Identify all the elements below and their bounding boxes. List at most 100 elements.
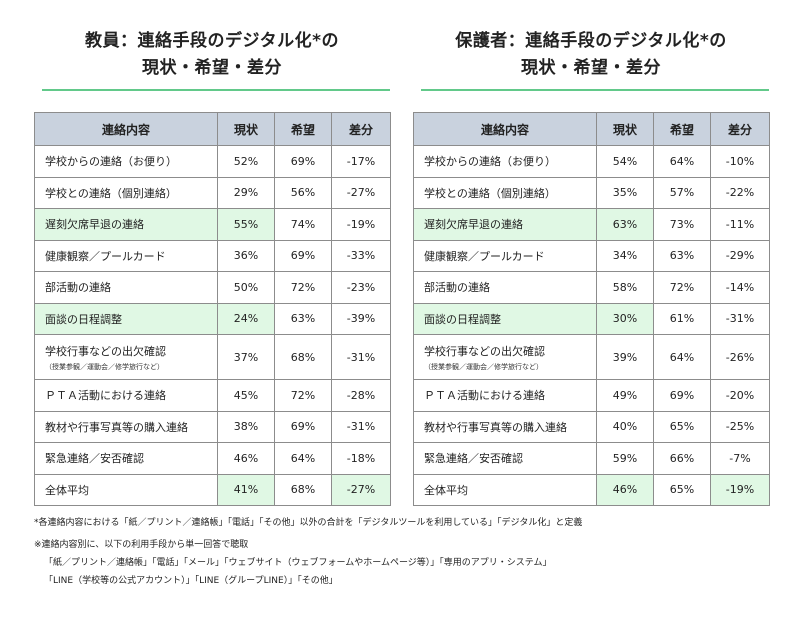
table-row: 緊急連絡／安否確認 59% 66% -7% <box>413 442 770 475</box>
table-row: 学校からの連絡（お便り） 52% 69% -17% <box>34 145 391 178</box>
cell-diff: -19% <box>331 208 391 241</box>
cell-hope: 64% <box>653 145 711 178</box>
cell-diff: -10% <box>710 145 770 178</box>
teacher-title-line2: 現状・希望・差分 <box>142 58 282 78</box>
cell-hope: 69% <box>274 410 332 443</box>
table-row: 遅刻欠席早退の連絡 63% 73% -11% <box>413 208 770 241</box>
table-row: 学校との連絡（個別連絡） 35% 57% -22% <box>413 176 770 209</box>
cell-hope: 68% <box>274 334 332 380</box>
cell-diff: -31% <box>331 410 391 443</box>
cell-hope: 72% <box>274 271 332 304</box>
cell-current: 37% <box>217 334 275 380</box>
cell-diff: -22% <box>710 176 770 209</box>
cell-current: 55% <box>217 208 275 241</box>
cell-current: 34% <box>596 239 654 272</box>
teacher-title: 教員：連絡手段のデジタル化*の 現状・希望・差分 <box>34 28 390 82</box>
column-header-diff: 差分 <box>331 112 391 146</box>
table-row-average: 全体平均 41% 68% -27% <box>34 473 391 506</box>
cell-current: 52% <box>217 145 275 178</box>
row-label: 全体平均 <box>34 473 218 506</box>
row-label: ＰＴＡ活動における連絡 <box>413 379 597 412</box>
teacher-panel: 教員：連絡手段のデジタル化*の 現状・希望・差分 連絡内容 現状 希望 差分 学… <box>34 28 391 506</box>
table-row: 学校からの連絡（お便り） 54% 64% -10% <box>413 145 770 178</box>
row-sublabel: （授業参観／運動会／修学旅行など） <box>424 362 543 371</box>
table-header-row: 連絡内容 現状 希望 差分 <box>34 112 391 146</box>
cell-hope: 66% <box>653 442 711 475</box>
row-label: 学校からの連絡（お便り） <box>34 145 218 178</box>
table-row: 部活動の連絡 58% 72% -14% <box>413 271 770 304</box>
table-row: 面談の日程調整 24% 63% -39% <box>34 302 391 335</box>
row-label-cell: 学校行事などの出欠確認 （授業参観／運動会／修学旅行など） <box>34 334 218 380</box>
parent-title-line2: 現状・希望・差分 <box>521 58 661 78</box>
cell-current: 59% <box>596 442 654 475</box>
cell-hope: 69% <box>653 379 711 412</box>
cell-hope: 57% <box>653 176 711 209</box>
table-row: 遅刻欠席早退の連絡 55% 74% -19% <box>34 208 391 241</box>
row-label: 全体平均 <box>413 473 597 506</box>
cell-hope: 61% <box>653 302 711 335</box>
cell-hope: 73% <box>653 208 711 241</box>
row-label: 学校からの連絡（お便り） <box>413 145 597 178</box>
cell-current: 63% <box>596 208 654 241</box>
cell-diff: -23% <box>331 271 391 304</box>
cell-hope: 74% <box>274 208 332 241</box>
table-row: 健康観察／プールカード 34% 63% -29% <box>413 239 770 272</box>
cell-current: 46% <box>596 473 654 506</box>
cell-diff: -25% <box>710 410 770 443</box>
parent-title: 保護者：連絡手段のデジタル化*の 現状・希望・差分 <box>413 28 769 82</box>
row-label-cell: 学校行事などの出欠確認 （授業参観／運動会／修学旅行など） <box>413 334 597 380</box>
cell-diff: -31% <box>710 302 770 335</box>
cell-diff: -14% <box>710 271 770 304</box>
cell-current: 49% <box>596 379 654 412</box>
cell-hope: 69% <box>274 239 332 272</box>
cell-hope: 68% <box>274 473 332 506</box>
table-row: 面談の日程調整 30% 61% -31% <box>413 302 770 335</box>
row-label: 遅刻欠席早退の連絡 <box>413 208 597 241</box>
footnote-method: ※連絡内容別に、以下の利用手段から単一回答で聴取 <box>34 540 249 550</box>
cell-diff: -20% <box>710 379 770 412</box>
parent-table: 連絡内容 現状 希望 差分 学校からの連絡（お便り） 54% 64% -10% … <box>413 112 770 506</box>
cell-hope: 63% <box>274 302 332 335</box>
row-label: ＰＴＡ活動における連絡 <box>34 379 218 412</box>
table-row: 学校との連絡（個別連絡） 29% 56% -27% <box>34 176 391 209</box>
table-row: 学校行事などの出欠確認 （授業参観／運動会／修学旅行など） 37% 68% -3… <box>34 334 391 380</box>
row-sublabel: （授業参観／運動会／修学旅行など） <box>45 362 164 371</box>
cell-diff: -27% <box>331 176 391 209</box>
cell-diff: -19% <box>710 473 770 506</box>
cell-current: 45% <box>217 379 275 412</box>
cell-current: 46% <box>217 442 275 475</box>
row-label: 面談の日程調整 <box>34 302 218 335</box>
row-label: 遅刻欠席早退の連絡 <box>34 208 218 241</box>
row-label: 教材や行事写真等の購入連絡 <box>34 410 218 443</box>
cell-diff: -7% <box>710 442 770 475</box>
cell-diff: -29% <box>710 239 770 272</box>
footnote-options-1: 「紙／プリント／連絡帳」「電話」「メール」「ウェブサイト（ウェブフォームやホーム… <box>44 558 552 568</box>
cell-current: 30% <box>596 302 654 335</box>
cell-current: 29% <box>217 176 275 209</box>
column-header-hope: 希望 <box>653 112 711 146</box>
cell-current: 35% <box>596 176 654 209</box>
teacher-title-line1: 教員：連絡手段のデジタル化*の <box>84 31 340 51</box>
cell-diff: -39% <box>331 302 391 335</box>
table-row: 教材や行事写真等の購入連絡 38% 69% -31% <box>34 410 391 443</box>
table-row: 健康観察／プールカード 36% 69% -33% <box>34 239 391 272</box>
column-header-current: 現状 <box>596 112 654 146</box>
cell-hope: 64% <box>653 334 711 380</box>
cell-current: 54% <box>596 145 654 178</box>
cell-hope: 63% <box>653 239 711 272</box>
cell-hope: 65% <box>653 410 711 443</box>
row-label: 部活動の連絡 <box>34 271 218 304</box>
row-label: 健康観察／プールカード <box>413 239 597 272</box>
table-row: ＰＴＡ活動における連絡 49% 69% -20% <box>413 379 770 412</box>
cell-hope: 65% <box>653 473 711 506</box>
cell-diff: -27% <box>331 473 391 506</box>
cell-current: 40% <box>596 410 654 443</box>
cell-current: 58% <box>596 271 654 304</box>
row-label: 学校との連絡（個別連絡） <box>413 176 597 209</box>
table-row: ＰＴＡ活動における連絡 45% 72% -28% <box>34 379 391 412</box>
table-row: 教材や行事写真等の購入連絡 40% 65% -25% <box>413 410 770 443</box>
table-row-average: 全体平均 46% 65% -19% <box>413 473 770 506</box>
cell-diff: -33% <box>331 239 391 272</box>
column-header-current: 現状 <box>217 112 275 146</box>
cell-hope: 64% <box>274 442 332 475</box>
